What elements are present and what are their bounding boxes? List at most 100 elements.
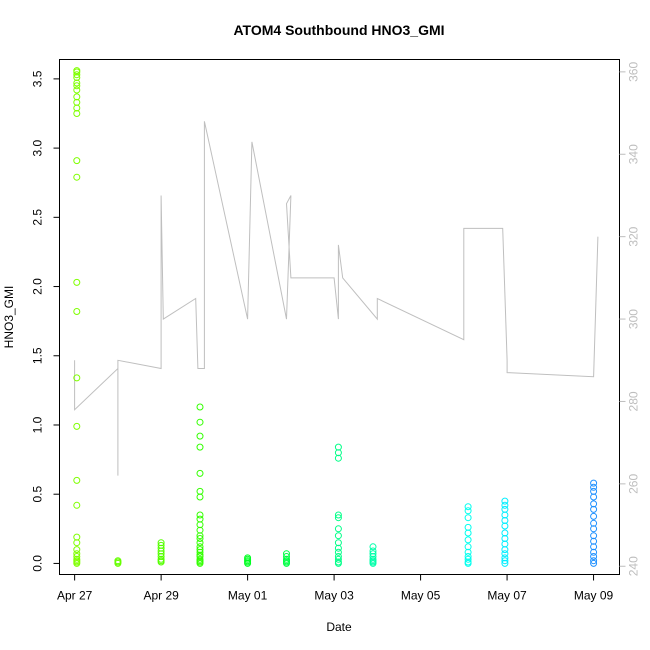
data-point — [464, 507, 472, 515]
right-y-tick-label: 280 — [627, 391, 641, 411]
point-series — [501, 497, 509, 567]
x-tick-label: Apr 27 — [57, 589, 93, 603]
x-tick-label: May 09 — [574, 589, 614, 603]
x-tick-label: Apr 29 — [143, 589, 179, 603]
data-point — [369, 543, 377, 551]
data-point — [590, 505, 598, 513]
data-point — [196, 493, 204, 501]
data-point — [73, 539, 81, 547]
data-point — [464, 536, 472, 544]
data-point — [590, 483, 598, 491]
point-series — [283, 550, 290, 567]
data-point — [590, 525, 598, 533]
x-tick-label: May 05 — [401, 589, 441, 603]
right-y-tick-label: 260 — [627, 474, 641, 494]
data-point — [196, 403, 204, 411]
x-tick-label: May 03 — [314, 589, 354, 603]
data-point — [590, 493, 598, 501]
data-point — [73, 374, 81, 382]
data-point — [73, 308, 81, 315]
right-y-tick-label: 240 — [627, 556, 641, 576]
altitude-line-layer — [74, 121, 599, 476]
data-point — [73, 546, 81, 554]
data-point — [73, 79, 81, 87]
data-point — [196, 432, 204, 440]
data-point — [73, 110, 81, 117]
data-point — [196, 532, 204, 540]
data-point — [334, 514, 342, 522]
data-point — [73, 278, 81, 286]
data-point — [73, 71, 81, 79]
data-point — [334, 559, 342, 567]
altitude-line — [74, 121, 599, 476]
data-point — [590, 559, 598, 567]
data-point — [501, 557, 509, 565]
data-point — [114, 559, 122, 567]
point-series — [114, 557, 122, 567]
data-point — [196, 418, 204, 426]
data-point — [73, 82, 81, 90]
data-point — [283, 559, 290, 567]
data-point — [590, 553, 598, 560]
data-point — [73, 476, 81, 484]
data-point — [196, 511, 204, 519]
data-point — [464, 555, 472, 563]
point-series — [369, 543, 377, 567]
data-point — [73, 173, 81, 181]
y-tick-label: 2.5 — [31, 209, 45, 226]
data-point — [501, 501, 509, 509]
data-point — [334, 511, 342, 519]
data-point — [196, 443, 204, 451]
data-point — [196, 535, 204, 542]
data-point — [464, 559, 472, 567]
chart-title: ATOM4 Southbound HNO3_GMI — [233, 22, 444, 38]
data-point — [73, 86, 81, 94]
data-point — [334, 454, 342, 462]
data-point — [464, 503, 472, 511]
data-point — [501, 546, 509, 554]
data-point — [334, 544, 342, 552]
right-y-tick-label: 300 — [627, 309, 641, 329]
y-tick-label: 3.5 — [31, 70, 45, 87]
y-tick-label: 3.0 — [31, 139, 45, 156]
data-point — [464, 548, 472, 556]
data-point — [590, 512, 598, 520]
data-point — [590, 557, 598, 565]
data-point — [501, 559, 509, 567]
data-point — [196, 469, 204, 477]
data-point — [334, 525, 342, 533]
data-point — [73, 559, 81, 567]
data-point — [464, 514, 472, 522]
data-point — [244, 559, 252, 567]
data-point — [196, 559, 204, 567]
y-tick-label: 0.5 — [31, 486, 45, 503]
data-point — [590, 548, 598, 556]
point-series — [157, 539, 165, 566]
data-point — [73, 157, 81, 165]
y-axis-title: HNO3_GMI — [2, 286, 16, 349]
data-point — [369, 559, 377, 567]
data-point — [590, 479, 598, 487]
x-tick-label: May 07 — [487, 589, 527, 603]
y-tick-label: 1.5 — [31, 347, 45, 364]
data-point — [501, 550, 509, 558]
data-point — [73, 501, 81, 509]
point-series — [464, 503, 472, 567]
point-series — [196, 403, 204, 567]
data-point — [196, 539, 204, 547]
data-point — [196, 548, 204, 556]
right-y-tick-label: 320 — [627, 226, 641, 246]
data-point — [501, 522, 509, 530]
x-axis-title: Date — [326, 620, 352, 634]
data-point — [73, 422, 81, 430]
right-y-tick-label: 340 — [627, 144, 641, 164]
y-tick-label: 2.0 — [31, 278, 45, 295]
data-point — [334, 555, 342, 563]
data-point — [464, 529, 472, 537]
point-series — [590, 479, 598, 567]
data-point-layer — [73, 67, 598, 567]
x-tick-label: May 01 — [228, 589, 268, 603]
